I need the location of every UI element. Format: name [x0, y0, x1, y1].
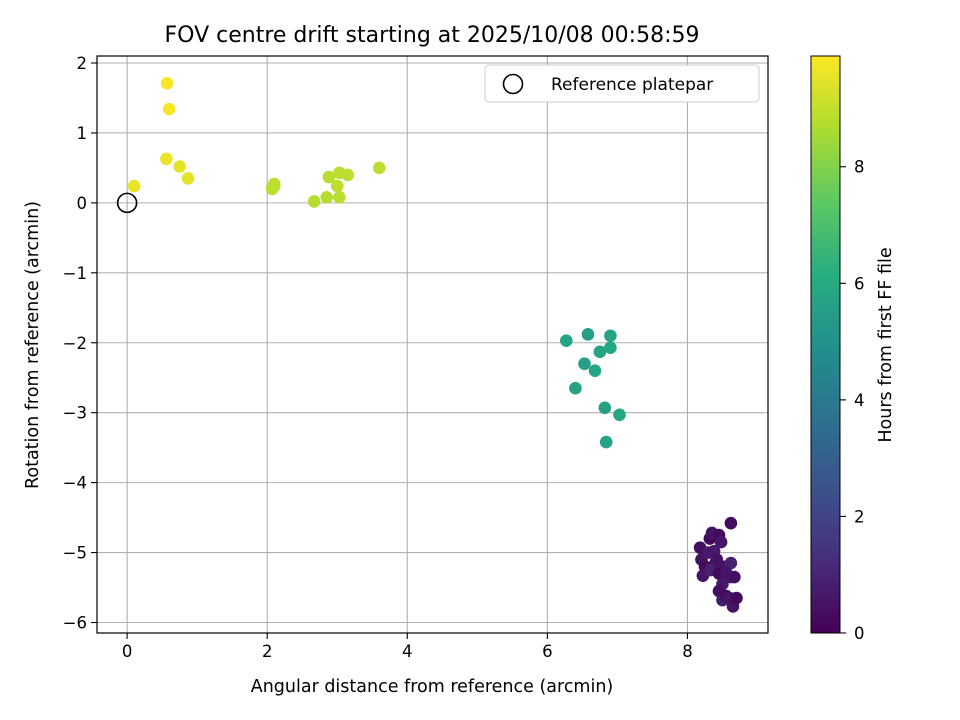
- data-point: [320, 190, 334, 204]
- legend-label: Reference platepar: [551, 75, 713, 95]
- data-point: [160, 76, 174, 90]
- plot-frame: [96, 55, 769, 634]
- colorbar-tick-label: 6: [854, 274, 865, 293]
- x-axis-label: Angular distance from reference (arcmin): [251, 677, 614, 697]
- y-tick-label: −2: [63, 334, 87, 353]
- data-point: [162, 102, 176, 116]
- reference-marker: [116, 192, 138, 214]
- colorbar-tick-label: 8: [854, 158, 865, 177]
- data-point: [322, 170, 336, 184]
- x-tick-label: 8: [682, 642, 693, 661]
- x-tick-label: 6: [542, 642, 553, 661]
- data-point: [127, 179, 141, 193]
- colorbar: [810, 55, 841, 634]
- y-axis-ticks: −6 −5 −4 −3 −2 −1 0 1 2: [63, 54, 97, 633]
- data-point: [173, 160, 186, 173]
- legend-marker: [502, 73, 524, 95]
- colorbar-tick-label: 0: [854, 624, 865, 643]
- y-tick-label: 1: [77, 124, 88, 143]
- y-tick-label: −4: [63, 474, 87, 493]
- data-point: [719, 565, 733, 579]
- x-tick-label: 2: [262, 642, 273, 661]
- data-point: [714, 535, 728, 549]
- data-point: [604, 341, 617, 354]
- colorbar-ticks: 0 2 4 6 8: [840, 158, 865, 643]
- data-point: [333, 190, 346, 204]
- colorbar-tick-label: 4: [854, 391, 865, 410]
- data-point: [724, 516, 738, 530]
- data-point: [569, 381, 582, 395]
- data-point: [710, 553, 724, 566]
- chart-title: FOV centre drift starting at 2025/10/08 …: [165, 23, 700, 48]
- x-tick-label: 4: [402, 642, 413, 661]
- data-point: [330, 179, 344, 193]
- data-point: [578, 357, 591, 371]
- data-point: [598, 401, 612, 415]
- y-axis-label: Rotation from reference (arcmin): [23, 201, 43, 489]
- data-point: [372, 161, 386, 175]
- y-tick-label: −3: [63, 404, 87, 423]
- y-tick-label: −5: [63, 544, 87, 563]
- data-point: [341, 168, 355, 182]
- x-axis-ticks: 0 2 4 6 8: [122, 633, 693, 661]
- data-point: [604, 329, 617, 343]
- data-point: [613, 408, 626, 422]
- data-points: [127, 76, 743, 613]
- y-tick-label: −6: [63, 614, 87, 633]
- y-tick-label: 2: [77, 54, 88, 73]
- grid-lines: [97, 56, 768, 633]
- data-point: [593, 345, 607, 359]
- data-point: [599, 435, 613, 449]
- data-point: [307, 195, 321, 208]
- data-point: [181, 172, 195, 185]
- legend-box: [484, 64, 760, 103]
- y-tick-label: 0: [77, 194, 88, 213]
- data-point: [588, 364, 602, 378]
- data-point: [267, 179, 281, 193]
- legend: Reference platepar: [484, 64, 760, 103]
- x-tick-label: 0: [122, 642, 133, 661]
- colorbar-tick-label: 2: [854, 507, 865, 526]
- data-point: [581, 328, 595, 341]
- data-point: [559, 334, 573, 347]
- data-point: [730, 591, 743, 605]
- y-tick-label: −1: [63, 264, 87, 283]
- colorbar-label: Hours from first FF file: [876, 247, 896, 442]
- data-point: [160, 152, 173, 166]
